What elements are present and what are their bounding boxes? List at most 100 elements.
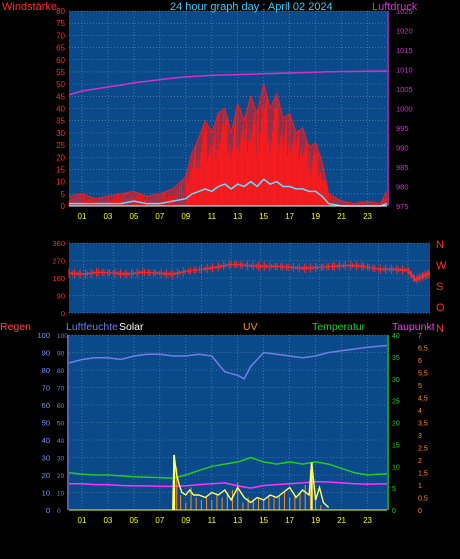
temperature-tick-label: 40: [392, 333, 400, 340]
x-tick-label: 05: [129, 212, 138, 221]
uv-tick-label: 2: [418, 458, 422, 465]
x-tick-label: 03: [103, 212, 112, 221]
y-tick-label: 90: [57, 292, 65, 301]
uv-tick-label: 0: [418, 508, 422, 515]
temperature-tick-label: 35: [392, 355, 400, 362]
uv-tick-label: 6: [418, 358, 422, 365]
windstaerke-gust-line: [68, 83, 388, 205]
humidity-tick-label: 20: [57, 473, 65, 480]
y-tick-label: 1000: [396, 105, 413, 114]
temperature-tick-label: 10: [392, 464, 400, 471]
x-tick-label: 17: [285, 212, 294, 221]
x-tick-label: 09: [181, 212, 190, 221]
y-tick-label: 0: [61, 309, 65, 318]
x-tick-label: 17: [285, 516, 294, 525]
direction-line: [68, 263, 431, 281]
legend-temperatur: Temperatur: [312, 321, 366, 333]
regen-tick-label: 80: [42, 366, 50, 375]
y-tick-label: 5: [61, 190, 66, 199]
regen-tick-label: 90: [42, 349, 50, 358]
y-tick-label: 995: [396, 124, 409, 133]
wind-time-axis: 01 03 05 07 09 11 13 15 17 19 21 23: [78, 212, 373, 221]
y-tick-label: 1025: [396, 7, 413, 16]
humidity-tick-label: 40: [57, 438, 65, 445]
uv-tick-label: 0,5: [418, 496, 428, 503]
legend-regen: Regen: [0, 321, 31, 333]
x-tick-label: 01: [78, 516, 87, 525]
y-tick-label: 40: [56, 105, 65, 114]
x-tick-label: 23: [363, 516, 372, 525]
climate-legend: Regen Luftfeuchte Solar UV Temperatur Taupunk…: [0, 321, 435, 333]
x-tick-label: 19: [311, 516, 320, 525]
y-tick-label: 65: [56, 44, 65, 53]
humidity-tick-label: 30: [57, 456, 65, 463]
compass-label-3: O: [436, 302, 445, 314]
x-tick-label: 21: [337, 212, 346, 221]
x-tick-label: 15: [259, 212, 268, 221]
uv-tick-label: 5,5: [418, 371, 428, 378]
dewpoint-line: [69, 480, 388, 489]
temperature-tick-label: 15: [392, 442, 400, 449]
humidity-line: [68, 344, 388, 380]
y-tick-label: 20: [56, 153, 65, 162]
luftdruck-label: Luftdruck: [372, 1, 418, 13]
compass-label-2: S: [436, 281, 443, 293]
x-tick-label: 03: [103, 516, 112, 525]
y-tick-label: 1020: [396, 27, 413, 36]
y-tick-label: 1015: [396, 46, 413, 55]
x-tick-label: 11: [208, 212, 217, 221]
x-tick-label: 09: [181, 516, 190, 525]
windstaerke-label: Windstärke: [2, 1, 57, 13]
y-tick-label: 985: [396, 163, 409, 172]
humidity-tick-label: 10: [57, 491, 65, 498]
y-tick-label: 60: [56, 56, 65, 65]
y-tick-label: 25: [56, 141, 65, 150]
y-tick-label: 270: [52, 257, 65, 266]
regen-tick-label: 100: [37, 331, 50, 340]
y-tick-label: 15: [56, 165, 65, 174]
regen-tick-label: 20: [42, 471, 50, 480]
temperature-line: [68, 456, 388, 479]
solar-line: [172, 454, 330, 511]
temperature-tick-label: 25: [392, 399, 400, 406]
y-tick-label: 975: [396, 202, 409, 211]
x-tick-label: 23: [363, 212, 372, 221]
y-tick-label: 180: [52, 274, 65, 283]
luftdruck-axis: 975 980 985 990 995 1000 1005 1010 1015 1020 1025: [387, 7, 413, 211]
direction-series: [68, 260, 431, 284]
direction-grid: [69, 242, 430, 314]
humidity-tick-label: 50: [57, 421, 65, 428]
regen-tick-label: 0: [46, 506, 50, 515]
uv-tick-label: 3,5: [418, 421, 428, 428]
regen-tick-label: 40: [42, 436, 50, 445]
humidity-tick-label: 0: [57, 508, 61, 515]
windstaerke-axis: 0 5 10 15 20 25 30 35 40 45 50 55 60 65 70 75 80: [56, 7, 65, 211]
legend-uv: UV: [243, 321, 258, 333]
x-tick-label: 13: [233, 516, 242, 525]
x-tick-label: 07: [155, 516, 164, 525]
climate-time-axis: 01 03 05 07 09 11 13 15 17 19 21 23: [78, 516, 373, 525]
x-tick-label: 13: [233, 212, 242, 221]
y-tick-label: 35: [56, 117, 65, 126]
chart-title: 24 hour graph day : April 02 2024: [170, 1, 333, 13]
x-tick-label: 19: [311, 212, 320, 221]
regen-tick-label: 60: [42, 401, 50, 410]
temperature-tick-label: 30: [392, 377, 400, 384]
uv-tick-label: 1,5: [418, 471, 428, 478]
uv-tick-label: 3: [418, 433, 422, 440]
y-tick-label: 980: [396, 183, 409, 192]
regen-tick-label: 30: [42, 454, 50, 463]
y-tick-label: 45: [56, 92, 65, 101]
legend-taupunkt: Taupunkt: [392, 321, 435, 333]
y-tick-label: 10: [56, 178, 65, 187]
climate-grid: [69, 334, 387, 511]
climate-series: [68, 344, 388, 511]
regen-tick-label: 70: [42, 384, 50, 393]
y-tick-label: 360: [52, 239, 65, 248]
humidity-tick-label: 80: [57, 368, 65, 375]
